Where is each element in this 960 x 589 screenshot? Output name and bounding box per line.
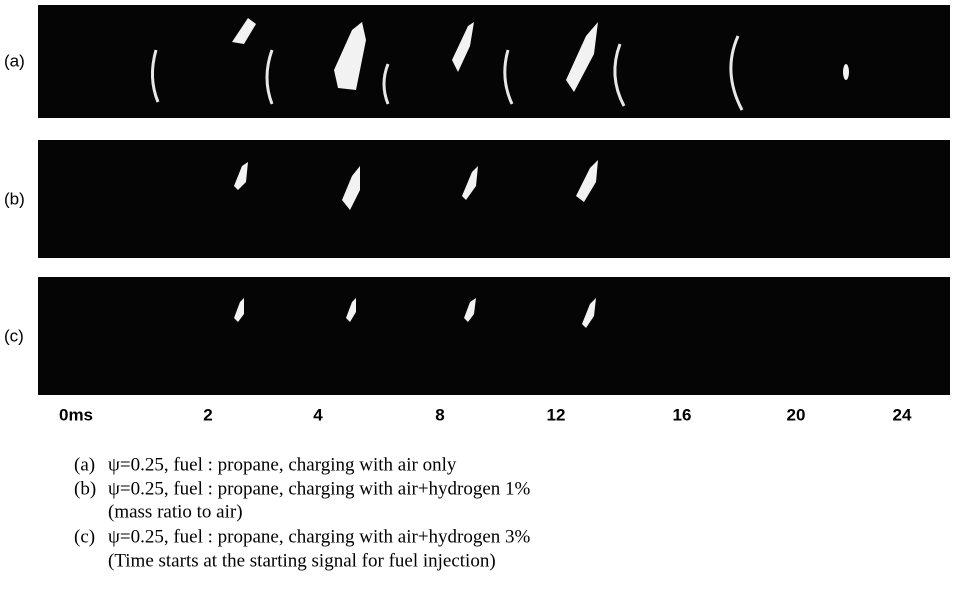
time-label: 16: [673, 405, 692, 424]
figure: (a)(b)(c)0ms24812162024(a)ψ=0.25, fuel :…: [0, 0, 960, 589]
photo-strip: [38, 277, 950, 395]
row-label: (b): [4, 189, 25, 208]
strip-b: [38, 140, 950, 258]
photo-strip: [38, 5, 950, 118]
caption-text: ψ=0.25, fuel : propane, charging with ai…: [108, 526, 531, 547]
caption-text: (mass ratio to air): [108, 501, 243, 522]
caption-text: (Time starts at the starting signal for …: [108, 550, 496, 571]
caption-text: ψ=0.25, fuel : propane, charging with ai…: [108, 454, 457, 475]
row-label: (c): [4, 326, 24, 345]
photo-strip: [38, 140, 950, 258]
caption-tag: (a): [74, 454, 95, 475]
strip-a: [38, 5, 950, 118]
time-label: 8: [435, 405, 444, 424]
strip-c: [38, 277, 950, 395]
time-label: 12: [547, 405, 566, 424]
caption-tag: (b): [74, 478, 96, 499]
caption-text: ψ=0.25, fuel : propane, charging with ai…: [108, 478, 531, 499]
row-label: (a): [4, 51, 25, 70]
time-label: 4: [313, 405, 323, 424]
time-label: 24: [893, 405, 912, 424]
caption-tag: (c): [74, 526, 95, 547]
time-label: 20: [787, 405, 806, 424]
time-label: 2: [203, 405, 212, 424]
flame: [843, 64, 849, 80]
time-label: 0ms: [59, 405, 93, 424]
